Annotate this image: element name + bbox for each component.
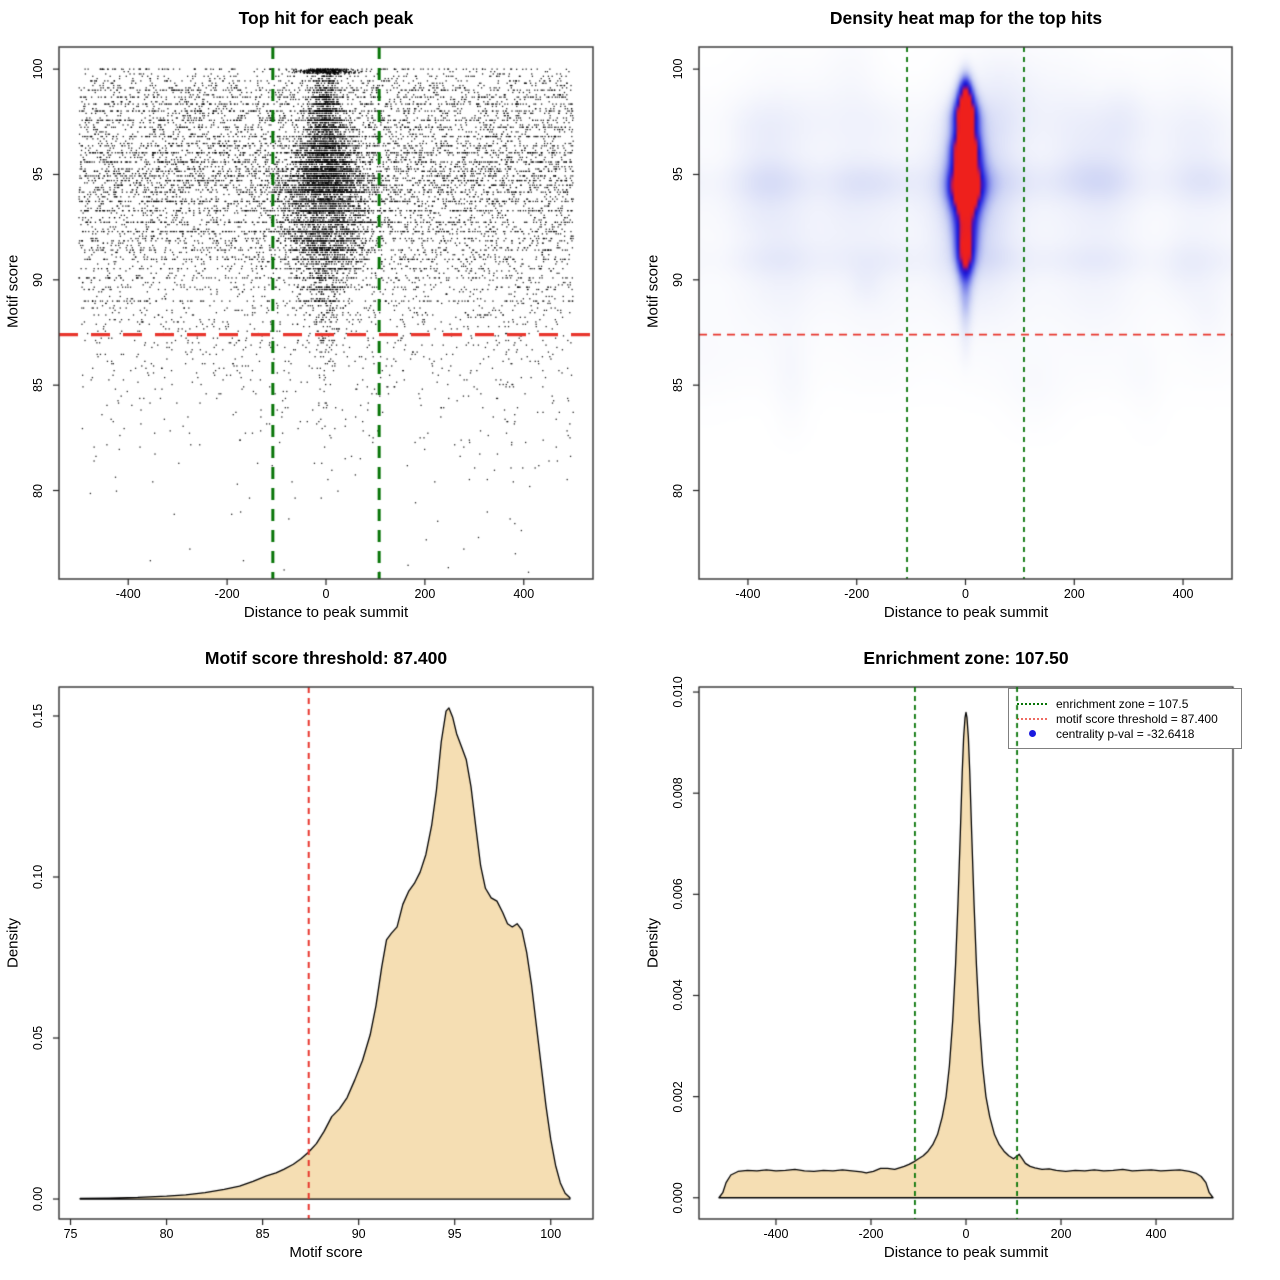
- y-axis-label: Density: [4, 917, 22, 968]
- y-tick-label: 0.15: [31, 703, 45, 729]
- y-tick-label: 90: [671, 272, 685, 287]
- x-axis-label: Distance to peak summit: [243, 604, 409, 621]
- panel-density-heatmap: Density heat map for the top hits Distan…: [640, 0, 1280, 640]
- page-title: Motif score threshold: 87.400: [204, 648, 448, 668]
- y-tick-label: 80: [31, 483, 45, 498]
- y-axis-label: Motif score: [5, 255, 22, 328]
- x-axis-label: Distance to peak summit: [883, 604, 1049, 621]
- y-tick-label: 0.00: [31, 1186, 45, 1212]
- panel-motif-score-density: Motif score threshold: 87.400 Motif scor…: [0, 640, 640, 1280]
- scatter-plot-canvas: [0, 0, 640, 640]
- y-tick-label: 95: [671, 167, 685, 182]
- panel-enrichment-zone-density: enrichment zone = 107.5 motif score thre…: [640, 640, 1280, 1280]
- x-tick-label: -200: [844, 587, 870, 601]
- page-title: Top hit for each peak: [238, 8, 414, 28]
- y-tick-label: 90: [31, 272, 45, 287]
- threshold-lines-overlay-canvas: [640, 640, 1280, 1280]
- x-tick-label: 400: [1172, 587, 1194, 601]
- x-tick-label: 90: [351, 1227, 366, 1241]
- x-tick-label: 85: [255, 1227, 270, 1241]
- x-tick-label: 0: [962, 587, 969, 601]
- y-tick-label: 0.05: [31, 1025, 45, 1051]
- y-axis-label: Motif score: [645, 255, 662, 328]
- x-tick-label: 75: [63, 1227, 78, 1241]
- y-tick-label: 85: [671, 378, 685, 393]
- y-tick-label: 100: [671, 58, 685, 80]
- y-tick-label: 0.10: [31, 864, 45, 890]
- density-plot-canvas: [0, 640, 640, 1280]
- x-tick-label: 95: [447, 1227, 462, 1241]
- x-tick-label: 0: [322, 587, 330, 601]
- panel-top-hit-scatter: Top hit for each peak Distance to peak s…: [0, 0, 640, 640]
- heatmap-plot-canvas: [640, 0, 1280, 640]
- x-axis-label: Motif score: [289, 1244, 363, 1261]
- x-tick-label: 100: [540, 1227, 562, 1241]
- x-tick-label: -200: [214, 587, 240, 601]
- x-tick-label: -400: [115, 587, 141, 601]
- x-tick-label: 200: [414, 587, 436, 601]
- x-tick-label: 400: [513, 587, 535, 601]
- x-tick-label: -400: [735, 587, 761, 601]
- page-title: Density heat map for the top hits: [829, 8, 1103, 28]
- x-tick-label: 80: [159, 1227, 174, 1241]
- y-tick-label: 85: [31, 378, 45, 393]
- y-tick-label: 100: [31, 58, 45, 80]
- x-tick-label: 200: [1063, 587, 1085, 601]
- y-tick-label: 95: [31, 167, 45, 182]
- y-tick-label: 80: [671, 483, 685, 498]
